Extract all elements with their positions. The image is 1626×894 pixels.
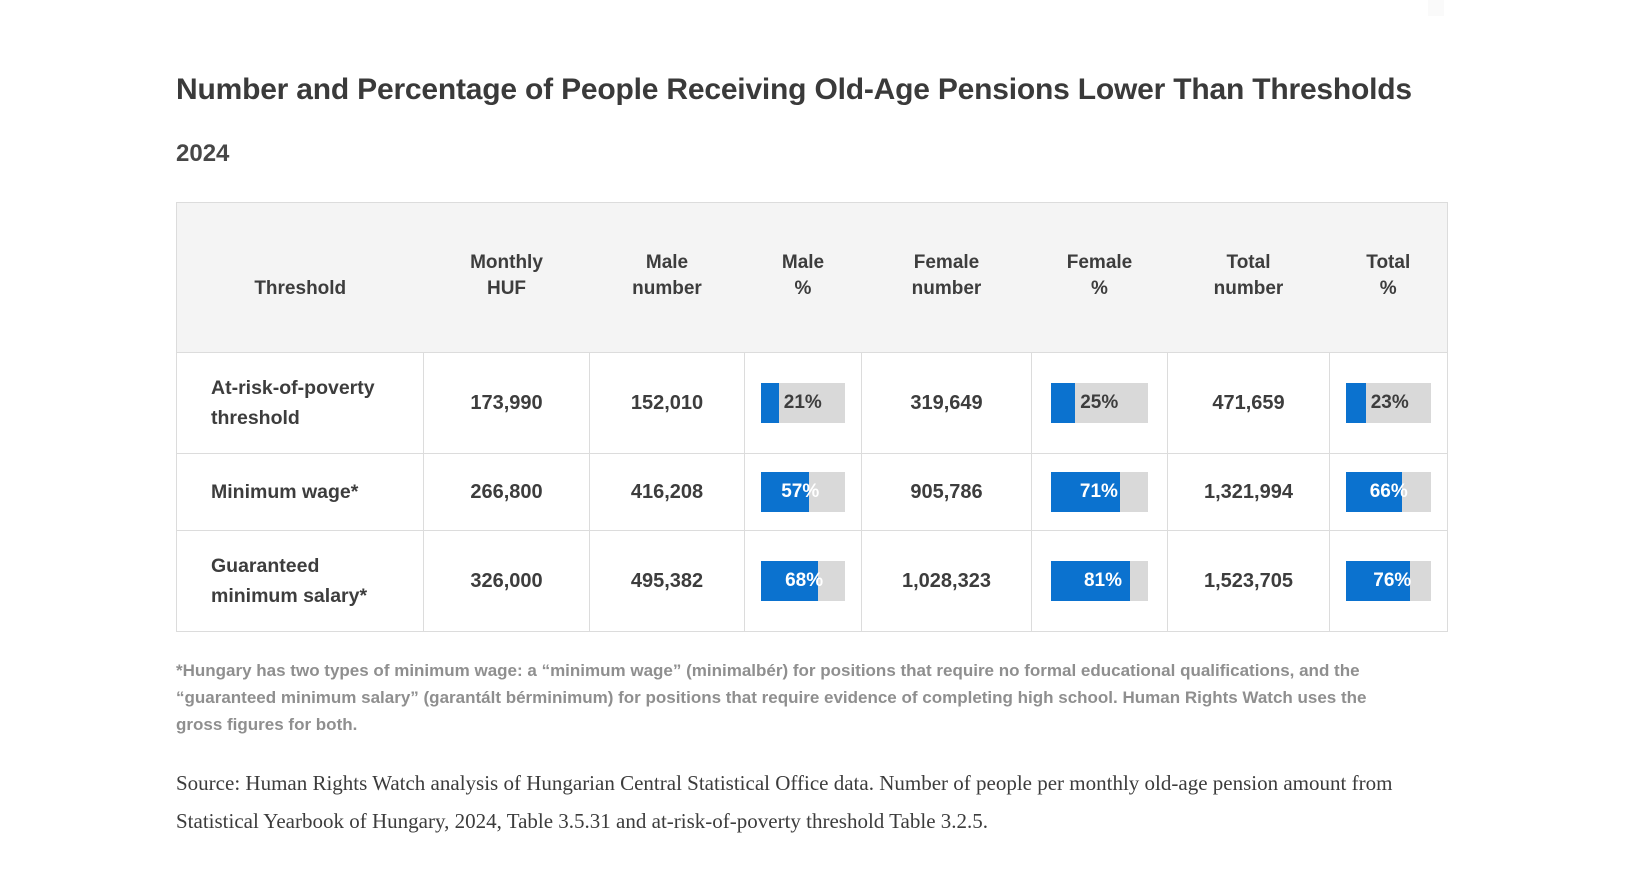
cell-female-pct: 71%: [1031, 453, 1168, 531]
percent-bar-label: 23%: [1370, 392, 1409, 413]
cell-threshold: At-risk-of-poverty threshold: [176, 352, 424, 454]
cell-male-number: 152,010: [589, 352, 745, 454]
cell-male-number: 416,208: [589, 453, 745, 531]
percent-bar: 25%: [1050, 383, 1149, 423]
column-header-monthly-huf: Monthly HUF: [423, 202, 590, 353]
percent-bar-label: 68%: [785, 570, 824, 591]
cell-total-pct: 76%: [1329, 530, 1448, 632]
percent-bar: 68%: [761, 561, 845, 601]
report-figure: Number and Percentage of People Receivin…: [176, 0, 1451, 840]
column-header-female-number: Female number: [861, 202, 1032, 353]
table-body: At-risk-of-poverty threshold 173,990 152,0…: [176, 352, 1448, 632]
cell-monthly-huf: 266,800: [423, 453, 590, 531]
column-header-male-number: Male number: [589, 202, 745, 353]
pensions-table: Threshold Monthly HUF Male number Male % Fem…: [176, 202, 1448, 632]
source-note: Source: Human Rights Watch analysis of H…: [176, 771, 1393, 833]
cell-female-pct: 81%: [1031, 530, 1168, 632]
table-header: Threshold Monthly HUF Male number Male % Fem…: [176, 202, 1448, 353]
cell-threshold: Guaranteed minimum salary*: [176, 530, 424, 632]
cell-female-number: 319,649: [861, 352, 1032, 454]
percent-bar-fill: [1346, 472, 1402, 512]
column-header-total-pct: Total %: [1329, 202, 1448, 353]
percent-bar-label: 76%: [1373, 570, 1412, 591]
cell-total-number: 471,659: [1167, 352, 1330, 454]
percent-bar-fill: [1050, 561, 1130, 601]
percent-bar: 66%: [1346, 472, 1431, 512]
percent-bar-fill: [1050, 472, 1120, 512]
percent-bar: 76%: [1346, 561, 1431, 601]
cell-monthly-huf: 326,000: [423, 530, 590, 632]
table-footnote: *Hungary has two types of minimum wage: …: [176, 661, 1367, 734]
percent-bar-label: 25%: [1080, 392, 1119, 413]
table-row: Guaranteed minimum salary* 326,000 495,382…: [176, 530, 1448, 632]
cell-male-pct: 21%: [744, 352, 862, 454]
percent-bar-fill: [1346, 383, 1366, 423]
cell-total-pct: 66%: [1329, 453, 1448, 531]
percent-bar-fill: [761, 561, 819, 601]
cell-total-pct: 23%: [1329, 352, 1448, 454]
percent-bar-label: 21%: [783, 392, 822, 413]
percent-bar-label: 81%: [1083, 570, 1122, 591]
percent-bar: 21%: [761, 383, 845, 423]
page-subtitle: 2024: [176, 140, 230, 167]
percent-bar: 81%: [1050, 561, 1149, 601]
percent-bar-label: 66%: [1369, 481, 1408, 502]
column-header-total-number: Total number: [1167, 202, 1330, 353]
percent-bar-fill: [761, 472, 809, 512]
cell-total-number: 1,321,994: [1167, 453, 1330, 531]
percent-bar: 57%: [761, 472, 845, 512]
cell-female-number: 1,028,323: [861, 530, 1032, 632]
table-header-row: Threshold Monthly HUF Male number Male % Fem…: [176, 202, 1448, 353]
table-row: Minimum wage* 266,800 416,208 57% 905,786 71%…: [176, 453, 1448, 531]
cell-female-number: 905,786: [861, 453, 1032, 531]
cell-threshold: Minimum wage*: [176, 453, 424, 531]
percent-bar-fill: [761, 383, 779, 423]
column-header-male-pct: Male %: [744, 202, 862, 353]
percent-bar-label: 71%: [1079, 481, 1118, 502]
cell-male-pct: 68%: [744, 530, 862, 632]
cell-monthly-huf: 173,990: [423, 352, 590, 454]
page-title: Number and Percentage of People Receivin…: [176, 73, 1412, 106]
percent-bar: 23%: [1346, 383, 1431, 423]
column-header-female-pct: Female %: [1031, 202, 1168, 353]
percent-bar-fill: [1346, 561, 1411, 601]
percent-bar-label: 57%: [781, 481, 820, 502]
cell-female-pct: 25%: [1031, 352, 1168, 454]
cell-male-number: 495,382: [589, 530, 745, 632]
percent-bar-fill: [1050, 383, 1076, 423]
column-header-threshold: Threshold: [176, 202, 424, 353]
scrollbar-artifact: [1428, 0, 1444, 16]
table-row: At-risk-of-poverty threshold 173,990 152,0…: [176, 352, 1448, 454]
cell-total-number: 1,523,705: [1167, 530, 1330, 632]
cell-male-pct: 57%: [744, 453, 862, 531]
percent-bar: 71%: [1050, 472, 1149, 512]
